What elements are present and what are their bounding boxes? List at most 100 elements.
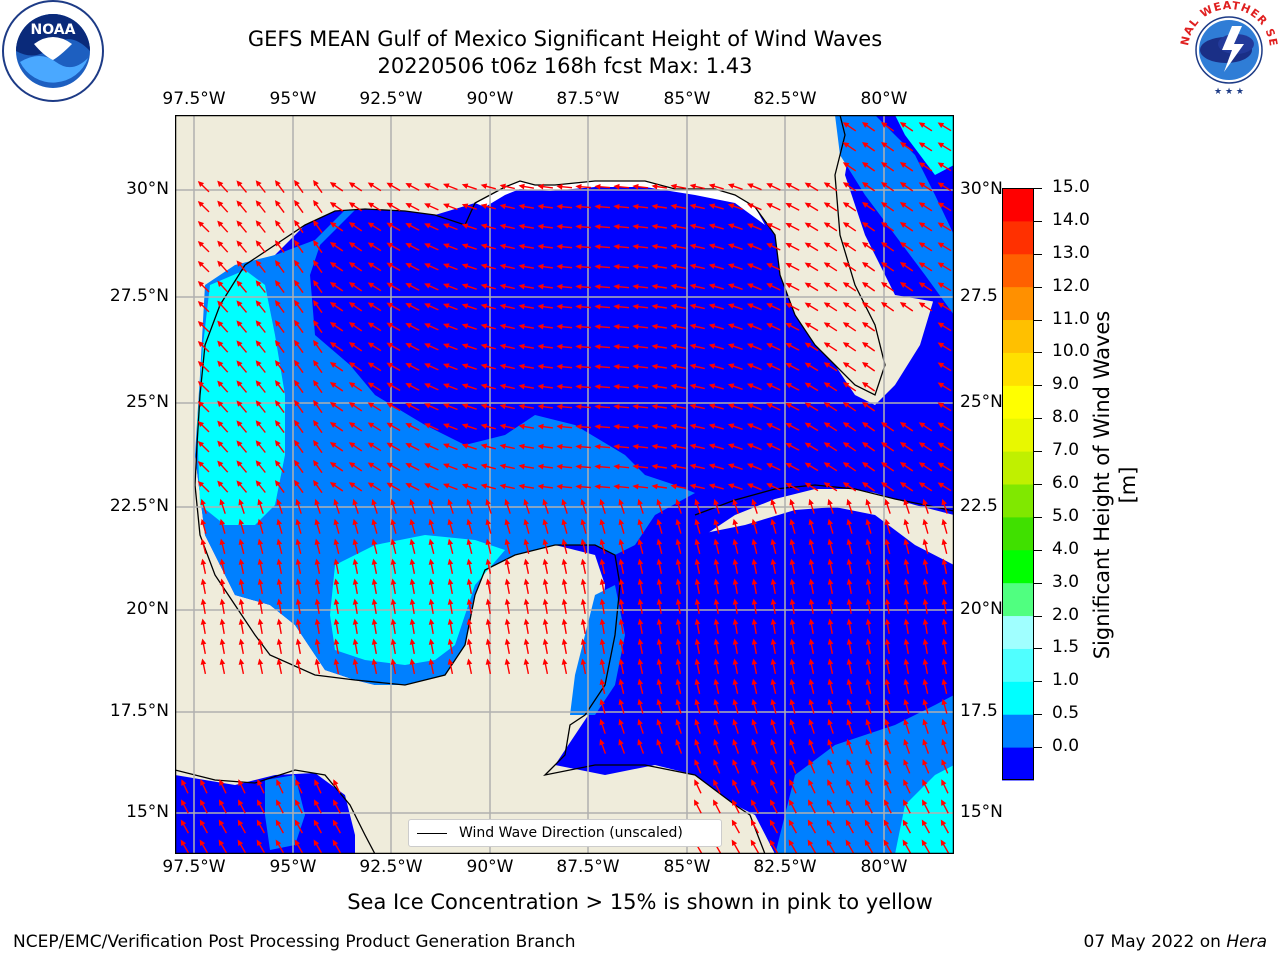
wave-arrow-head xyxy=(238,518,245,526)
wave-arrow-head xyxy=(480,263,488,270)
wave-arrow-head xyxy=(903,698,910,706)
wave-arrow-head xyxy=(314,498,320,506)
wave-arrow-head xyxy=(518,403,525,410)
wave-arrow-head xyxy=(236,300,243,307)
wave-arrow-head xyxy=(883,839,890,847)
colorbar-tick xyxy=(1034,451,1042,453)
wave-arrow-head xyxy=(884,538,891,546)
wave-arrow-head xyxy=(537,323,544,330)
wave-arrow-head xyxy=(274,300,281,307)
wave-arrow-head xyxy=(766,363,773,369)
wave-arrow-head xyxy=(727,283,735,289)
wave-arrow-head xyxy=(480,343,488,350)
wave-arrow-head xyxy=(694,558,701,565)
wave-arrow-head xyxy=(618,518,625,526)
wave-arrow-head xyxy=(618,678,625,686)
wave-arrow-head xyxy=(708,183,716,189)
wave-arrow-head xyxy=(424,363,431,369)
wave-arrow-head xyxy=(808,698,815,706)
wave-arrow-head xyxy=(461,343,469,349)
wave-arrow-head xyxy=(618,558,625,565)
wave-arrow-head xyxy=(785,382,792,389)
wave-arrow-head xyxy=(808,759,814,766)
ice-note: Sea Ice Concentration > 15% is shown in … xyxy=(347,890,933,914)
wave-arrow-head xyxy=(333,779,339,786)
wave-arrow-head xyxy=(937,242,945,249)
wave-arrow-head xyxy=(294,340,300,347)
wave-arrow-head xyxy=(499,283,506,290)
wave-arrow-head xyxy=(689,343,697,350)
wave-arrow-head xyxy=(727,323,735,329)
wave-arrow-head xyxy=(428,538,435,546)
wave-arrow-head xyxy=(594,223,601,230)
wave-arrow-head xyxy=(689,443,697,450)
wave-arrow-head xyxy=(746,383,754,389)
colorbar-label: Significant Height of Wind Waves [m] xyxy=(1090,310,1140,660)
wave-arrow-head xyxy=(257,618,264,625)
wave-arrow-head xyxy=(424,303,431,309)
wave-arrow-head xyxy=(294,280,300,287)
wave-arrow-head xyxy=(842,142,850,148)
wave-arrow-head xyxy=(257,638,264,645)
wave-arrow-head xyxy=(236,460,243,467)
wave-arrow-head xyxy=(466,578,473,585)
wave-arrow-head xyxy=(769,839,776,847)
wave-arrow-head xyxy=(922,759,928,766)
wave-arrow-head xyxy=(499,223,506,230)
wave-arrow-head xyxy=(862,242,869,248)
wave-arrow-head xyxy=(313,300,319,307)
wave-arrow-head xyxy=(594,403,601,410)
wave-arrow-head xyxy=(274,280,281,287)
colorbar-tick-label: 10.0 xyxy=(1052,341,1090,362)
wave-arrow-head xyxy=(295,779,301,786)
wave-arrow-head xyxy=(618,618,625,625)
wave-arrow-head xyxy=(348,302,356,308)
wave-arrow-head xyxy=(694,678,701,686)
lon-label: 87.5°W xyxy=(556,89,620,109)
wave-arrow-head xyxy=(785,362,792,369)
wave-arrow-head xyxy=(922,538,929,546)
wave-arrow-head xyxy=(727,443,735,449)
wave-arrow-head xyxy=(766,223,773,229)
wave-arrow-head xyxy=(613,263,620,270)
wave-arrow-head xyxy=(181,799,187,806)
wave-arrow-head xyxy=(785,322,792,329)
colorbar xyxy=(1002,188,1034,781)
lon-label: 92.5°W xyxy=(359,89,423,109)
wave-arrow-head xyxy=(599,498,605,506)
wave-arrow-head xyxy=(613,223,620,230)
wave-arrow-head xyxy=(274,360,281,367)
wave-arrow-head xyxy=(580,538,587,546)
lon-label: 97.5°W xyxy=(162,857,226,877)
wave-arrow-head xyxy=(371,558,378,565)
wave-arrow-head xyxy=(751,598,758,605)
wave-arrow-head xyxy=(461,463,469,469)
wave-arrow-head xyxy=(367,402,375,409)
wave-arrow-head xyxy=(294,460,300,467)
wave-arrow-head xyxy=(442,183,450,189)
wave-arrow-head xyxy=(424,423,431,429)
wave-arrow-head xyxy=(556,303,563,310)
wave-arrow-head xyxy=(751,518,758,526)
wave-arrow-head xyxy=(770,538,777,546)
wave-arrow-head xyxy=(637,738,643,746)
wave-arrow-head xyxy=(670,483,677,490)
wave-arrow-head xyxy=(881,182,888,188)
wave-arrow-head xyxy=(937,142,945,149)
wave-arrow-head xyxy=(200,779,206,786)
lon-label: 87.5°W xyxy=(556,857,620,877)
wave-arrow-head xyxy=(274,340,281,347)
wave-arrow-head xyxy=(238,598,245,605)
wave-arrow-head xyxy=(333,618,340,625)
colorbar-tick-label: 8.0 xyxy=(1052,407,1080,428)
wave-arrow-head xyxy=(862,342,869,348)
wave-arrow-head xyxy=(804,282,812,289)
wave-arrow-head xyxy=(333,638,340,645)
wave-arrow-head xyxy=(197,180,205,188)
wave-arrow-head xyxy=(466,618,473,625)
wave-arrow-head xyxy=(424,323,431,329)
wave-arrow-head xyxy=(518,223,525,230)
wave-arrow-head xyxy=(789,558,796,565)
footer-left: NCEP/EMC/Verification Post Processing Pr… xyxy=(13,932,576,952)
wave-arrow-head xyxy=(367,282,375,289)
